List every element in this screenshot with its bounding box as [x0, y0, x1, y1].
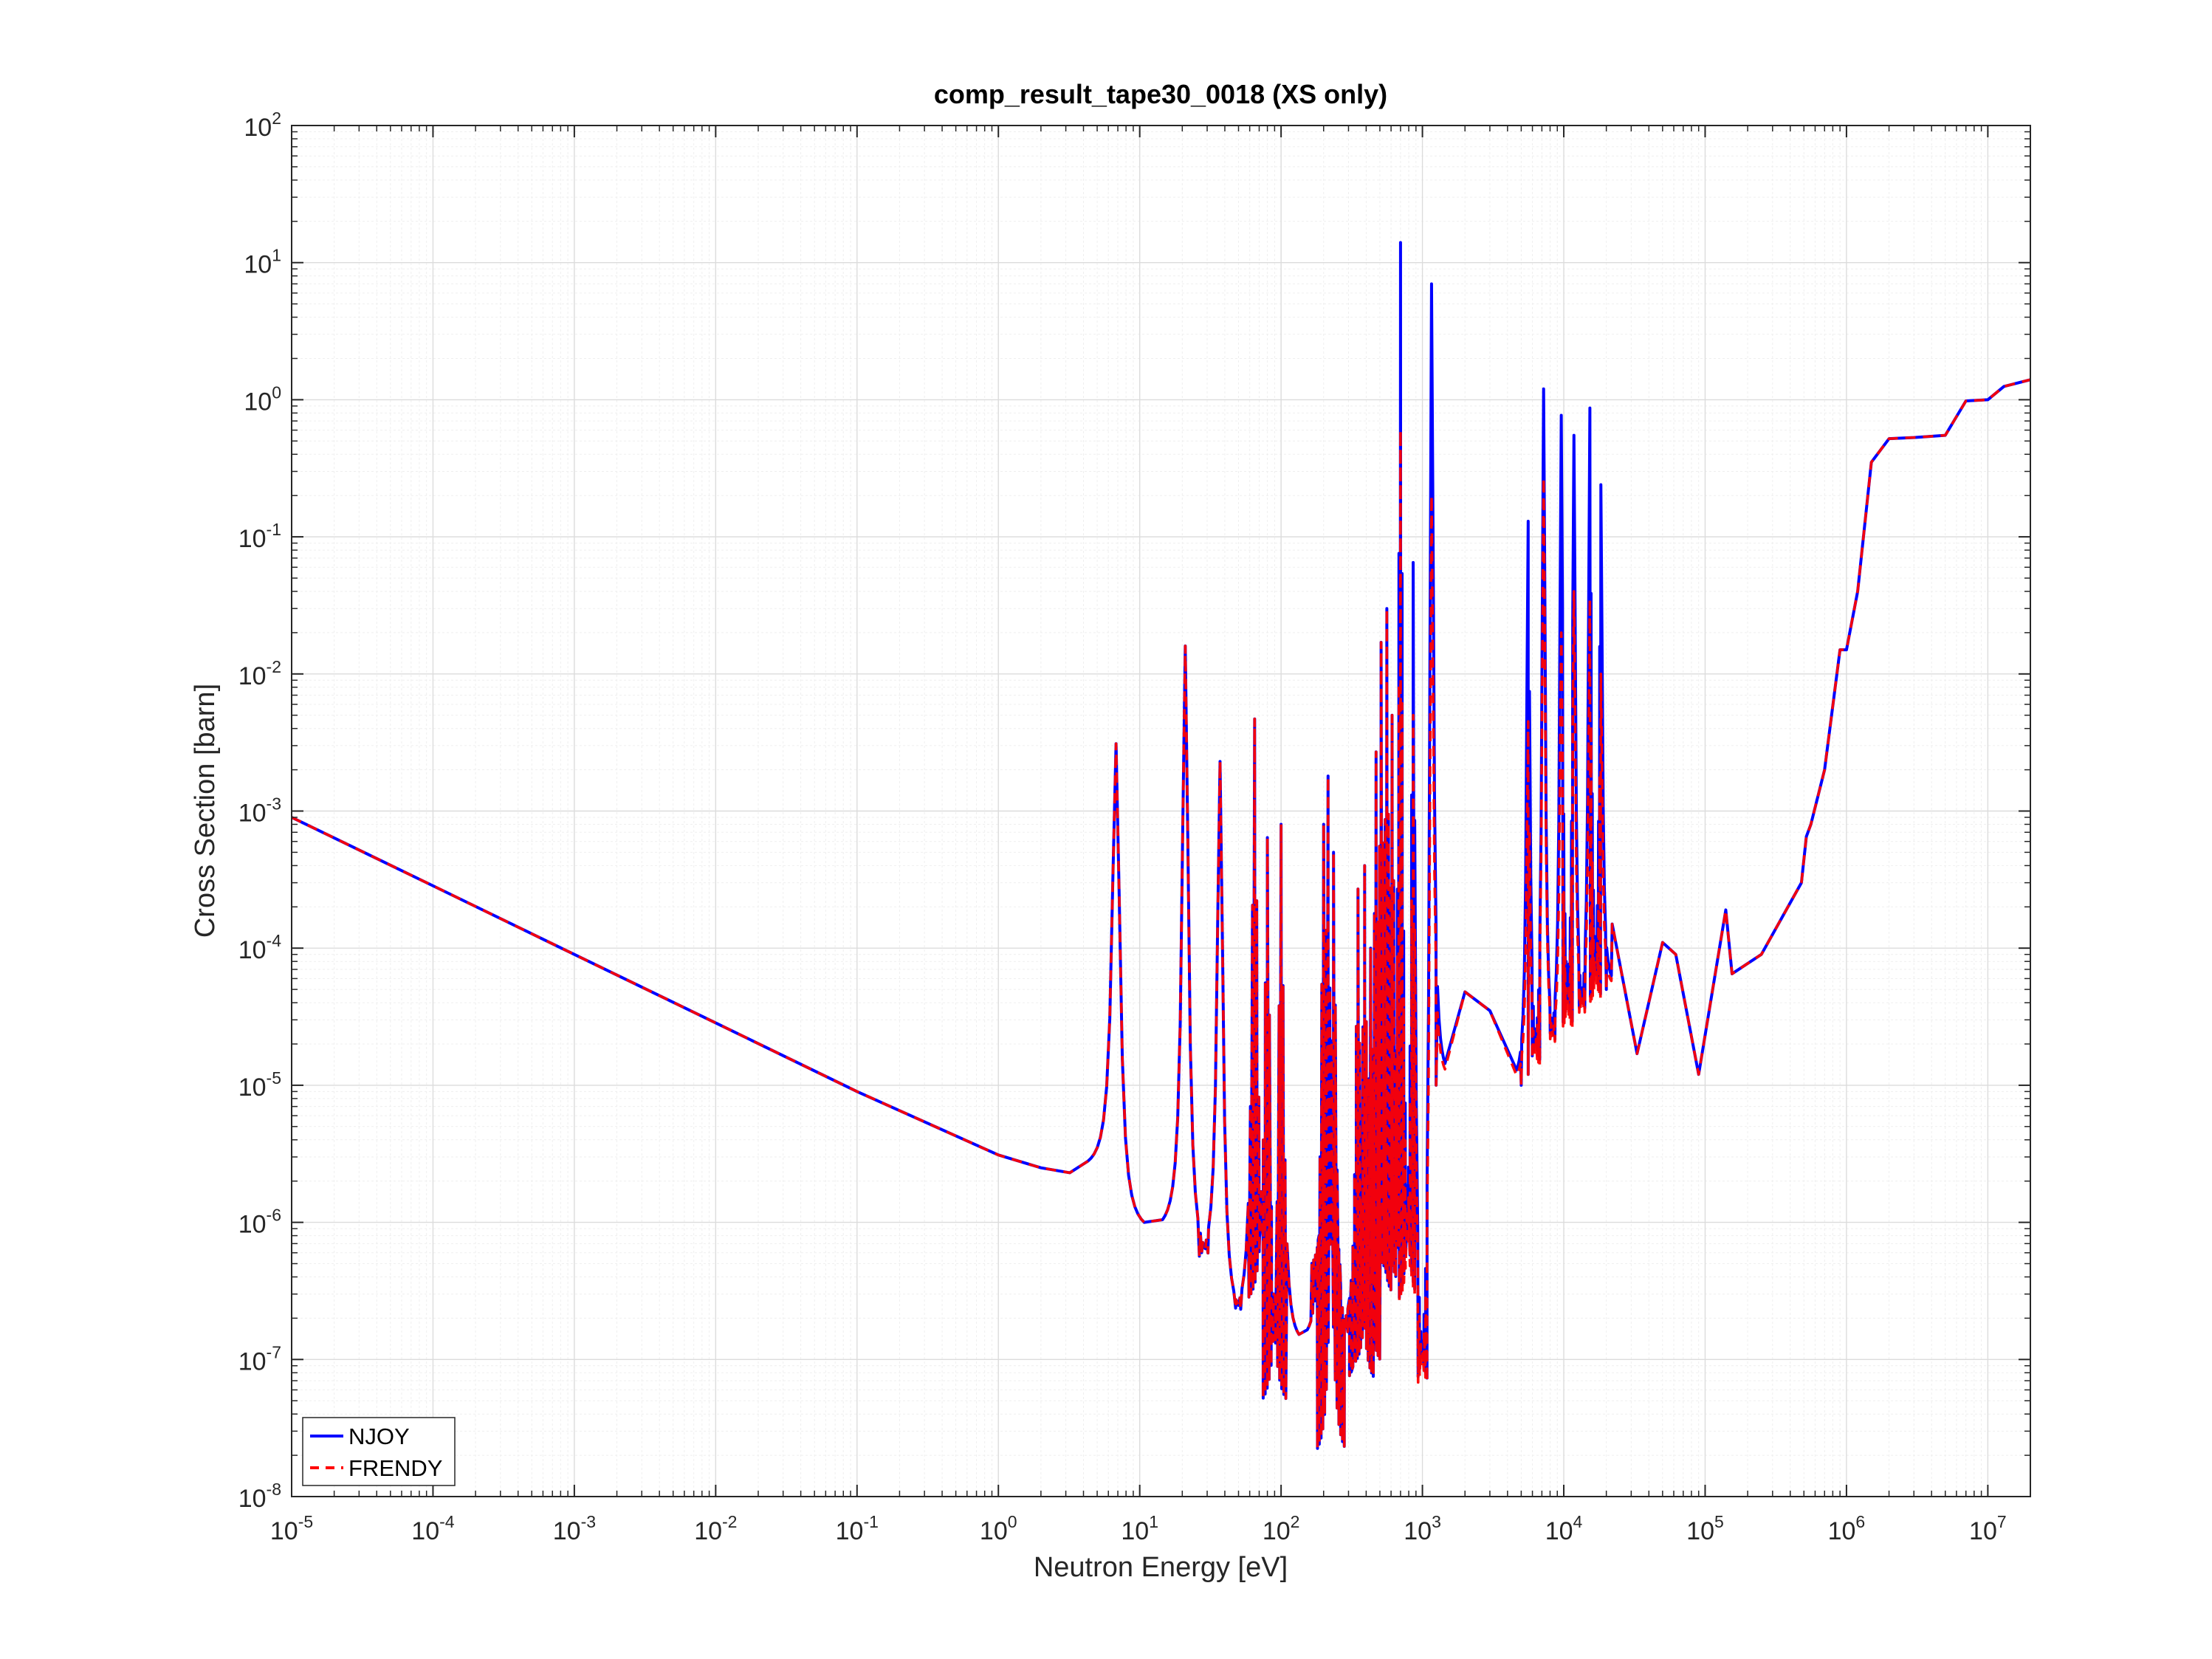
- x-tick-label: 102: [1263, 1512, 1300, 1545]
- x-tick-label: 10-4: [411, 1512, 454, 1545]
- x-tick-label: 104: [1545, 1512, 1583, 1545]
- x-tick-label: 10-3: [553, 1512, 596, 1545]
- y-tick-label: 100: [244, 382, 281, 416]
- y-tick-label: 10-2: [238, 657, 281, 690]
- minor-grid: [292, 126, 2031, 1497]
- y-tick-label: 10-7: [238, 1342, 281, 1375]
- x-tick-label: 103: [1404, 1512, 1441, 1545]
- x-tick-label: 10-5: [270, 1512, 313, 1545]
- x-tick-label: 10-2: [694, 1512, 737, 1545]
- y-tick-label: 10-8: [238, 1480, 281, 1513]
- axis-ticks: [291, 125, 2031, 1497]
- y-tick-label: 101: [244, 246, 281, 279]
- legend-box: [302, 1417, 456, 1486]
- y-tick-label: 10-1: [238, 520, 281, 553]
- x-tick-label: 106: [1828, 1512, 1866, 1545]
- y-axis-label: Cross Section [barn]: [190, 684, 221, 938]
- y-tick-label: 10-5: [238, 1068, 281, 1102]
- chart-title: comp_result_tape30_0018 (XS only): [934, 79, 1387, 109]
- legend: NJOY FRENDY: [302, 1417, 456, 1486]
- series-layer: [292, 241, 2030, 1450]
- x-tick-label: 107: [1969, 1512, 2007, 1545]
- y-tick-label: 10-4: [238, 931, 281, 964]
- y-tick-label: 10-6: [238, 1206, 281, 1239]
- legend-label-frendy: FRENDY: [348, 1455, 442, 1481]
- x-axis-label: Neutron Energy [eV]: [1034, 1552, 1288, 1583]
- y-tick-label: 10-3: [238, 794, 281, 828]
- y-tick-label: 102: [244, 109, 281, 142]
- x-tick-label: 105: [1686, 1512, 1724, 1545]
- series-line-frendy: [292, 378, 2030, 1450]
- x-tick-labels: 10-5 10-4 10-3 10-2 10-1 100 101 102 103 104 105 10…: [270, 1512, 2007, 1545]
- x-tick-label: 100: [980, 1512, 1017, 1545]
- legend-label-njoy: NJOY: [348, 1423, 410, 1449]
- y-tick-labels: 10-8 10-7 10-6 10-5 10-4 10-3 10-2 10-1 100 101 10…: [238, 109, 281, 1513]
- x-tick-label: 10-1: [836, 1512, 879, 1545]
- x-tick-label: 101: [1121, 1512, 1158, 1545]
